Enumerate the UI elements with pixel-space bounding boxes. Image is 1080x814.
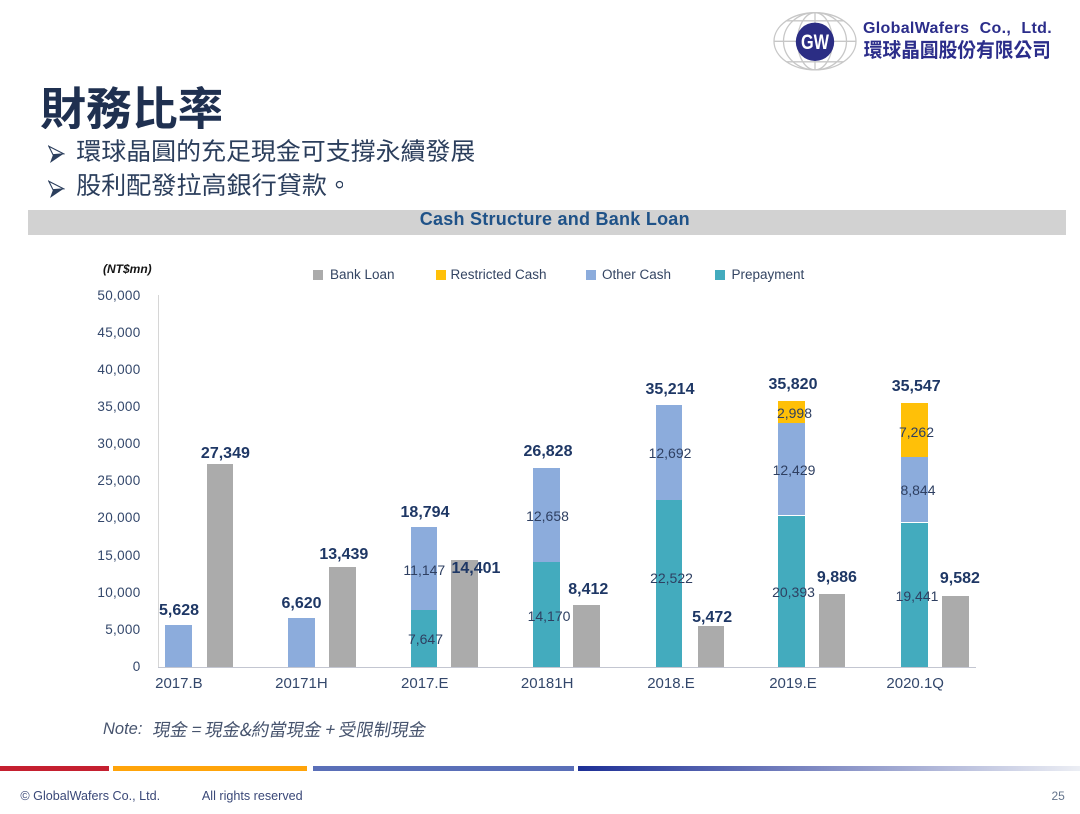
svg-text:GW: GW (801, 31, 829, 54)
